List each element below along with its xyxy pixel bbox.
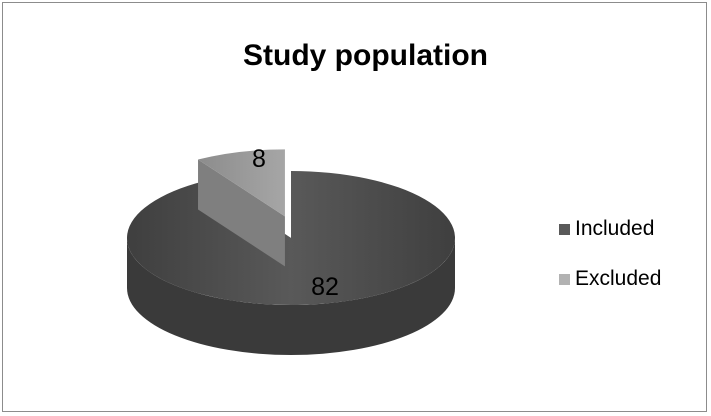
- data-label-included: 82: [311, 273, 339, 301]
- data-label-excluded: 8: [252, 145, 266, 173]
- pie-wall-excluded-0: [198, 159, 285, 267]
- pie-side-included: [127, 238, 455, 355]
- chart-area: Study population 82 8 Included Excluded: [2, 2, 707, 412]
- legend-item-included: Included: [559, 217, 654, 241]
- legend-swatch-excluded: [559, 273, 570, 285]
- pie-slice-excluded: [198, 149, 285, 217]
- legend-label-included: Included: [575, 217, 655, 240]
- pie-slice-included: [126, 171, 455, 305]
- legend-swatch-included: [559, 223, 570, 235]
- legend-item-excluded: Excluded: [559, 267, 661, 291]
- legend-label-excluded: Excluded: [575, 267, 662, 290]
- pie-plot: 82 8: [126, 145, 455, 355]
- chart-title: Study population: [243, 39, 488, 72]
